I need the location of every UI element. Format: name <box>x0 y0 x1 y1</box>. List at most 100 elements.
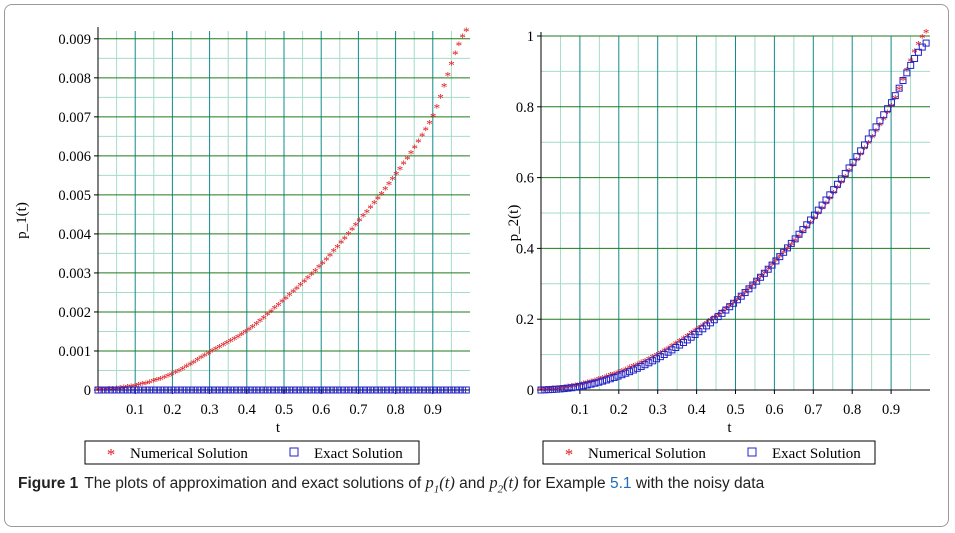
data-point-numerical: * <box>194 353 201 368</box>
data-point-exact <box>286 386 294 394</box>
data-point-numerical: * <box>172 366 179 381</box>
data-point-exact <box>741 289 749 297</box>
data-point-numerical: * <box>742 286 749 301</box>
data-point-numerical: * <box>565 380 572 395</box>
data-point-numerical: * <box>386 178 393 193</box>
data-point-exact <box>552 385 560 393</box>
data-point-numerical: * <box>150 375 157 390</box>
data-point-exact <box>168 386 176 394</box>
data-point-exact <box>749 281 757 289</box>
data-point-exact <box>576 383 584 391</box>
data-point-exact <box>579 382 587 390</box>
data-point-numerical: * <box>846 165 853 180</box>
data-point-numerical: * <box>448 58 455 73</box>
data-point-exact <box>197 386 205 394</box>
data-point-numerical: * <box>408 146 415 161</box>
data-point-exact <box>606 375 614 383</box>
data-point-numerical: * <box>128 380 135 395</box>
data-point-exact <box>271 386 279 394</box>
data-point-numerical: * <box>327 249 334 264</box>
legend-label-numerical: Numerical Solution <box>130 446 248 462</box>
chart-2: 0.1 0.2 0.3 0.4 0.5 0.6 0.7 0.8 0.9 0 0.2 0.4 0.6 0.8… <box>506 26 930 465</box>
y-tick-label: 0.003 <box>58 266 91 282</box>
data-point-exact <box>849 158 857 166</box>
data-point-exact <box>429 386 437 394</box>
x-tick-label: 0.6 <box>312 402 330 418</box>
x-tick-label: 0.3 <box>649 402 667 418</box>
data-point-numerical: * <box>205 347 212 362</box>
data-point-numerical: * <box>815 207 822 222</box>
data-point-numerical: * <box>154 374 161 389</box>
data-point-numerical: * <box>283 292 290 307</box>
figure-label: Figure 1 <box>18 475 79 492</box>
data-point-exact <box>341 386 349 394</box>
data-point-numerical: * <box>360 210 367 225</box>
data-point-exact <box>227 386 235 394</box>
data-point-numerical: * <box>784 242 791 257</box>
data-point-exact <box>841 169 849 177</box>
data-point-exact <box>668 346 676 354</box>
data-point-exact <box>223 386 231 394</box>
data-point-exact <box>568 384 576 392</box>
legend: * Numerical Solution Exact Solution <box>542 440 876 465</box>
data-point-numerical: * <box>896 82 903 97</box>
data-point-exact <box>308 386 316 394</box>
data-point-numerical: * <box>730 296 737 311</box>
data-point-numerical: * <box>375 192 382 207</box>
data-point-numerical: * <box>213 343 220 358</box>
data-point-exact <box>101 386 109 394</box>
data-point-exact <box>537 386 545 394</box>
data-point-numerical: * <box>884 106 891 121</box>
data-point-exact <box>138 386 146 394</box>
data-point-numerical: * <box>430 109 437 124</box>
x-tick-label: 0.6 <box>765 402 783 418</box>
data-point-exact <box>664 348 672 356</box>
data-point-exact <box>322 386 330 394</box>
caption-p1: p1(t) <box>425 473 455 496</box>
data-point-numerical: * <box>316 261 323 276</box>
data-point-exact <box>274 386 282 394</box>
data-point-exact <box>157 386 165 394</box>
data-point-exact <box>304 386 312 394</box>
data-point-exact <box>614 372 622 380</box>
data-point-numerical: * <box>371 196 378 211</box>
chart-1: 0.1 0.2 0.3 0.4 0.5 0.6 0.7 0.8 0.9 0 0.001 0.002 0.… <box>14 24 470 465</box>
data-point-numerical: * <box>888 99 895 114</box>
data-point-exact <box>216 386 224 394</box>
data-point-exact <box>414 386 422 394</box>
data-point-exact <box>171 386 179 394</box>
data-point-exact <box>653 355 661 363</box>
data-point-exact <box>810 211 818 219</box>
data-point-exact <box>249 386 257 394</box>
data-point-exact <box>884 105 892 113</box>
data-point-exact <box>363 386 371 394</box>
data-point-exact <box>131 386 139 394</box>
x-tick-label: 0.8 <box>387 402 405 418</box>
data-point-numerical: * <box>364 205 371 220</box>
data-point-exact <box>326 386 334 394</box>
data-point-numerical: * <box>227 335 234 350</box>
data-point-exact <box>903 69 911 77</box>
data-point-exact <box>311 386 319 394</box>
y-tick-label: 0.004 <box>58 227 91 243</box>
data-point-exact <box>872 123 880 131</box>
data-point-numerical: * <box>854 153 861 168</box>
data-point-exact <box>791 235 799 243</box>
data-point-numerical: * <box>382 183 389 198</box>
data-point-exact <box>245 386 253 394</box>
data-point-numerical: * <box>187 358 194 373</box>
data-point-exact <box>127 386 135 394</box>
data-point-numerical: * <box>811 212 818 227</box>
data-point-numerical: * <box>437 90 444 105</box>
data-point-numerical: * <box>411 141 418 156</box>
data-point-exact <box>733 296 741 304</box>
data-point-numerical: * <box>441 80 448 95</box>
data-point-exact <box>799 226 807 234</box>
example-link[interactable]: 5.1 <box>609 475 632 492</box>
data-point-exact <box>641 361 649 369</box>
data-point-exact <box>297 386 305 394</box>
caption-text-before: The plots of approximation and exact sol… <box>84 475 426 492</box>
data-point-numerical: * <box>576 378 583 393</box>
data-point-exact <box>587 380 595 388</box>
data-point-numerical: * <box>599 371 606 386</box>
